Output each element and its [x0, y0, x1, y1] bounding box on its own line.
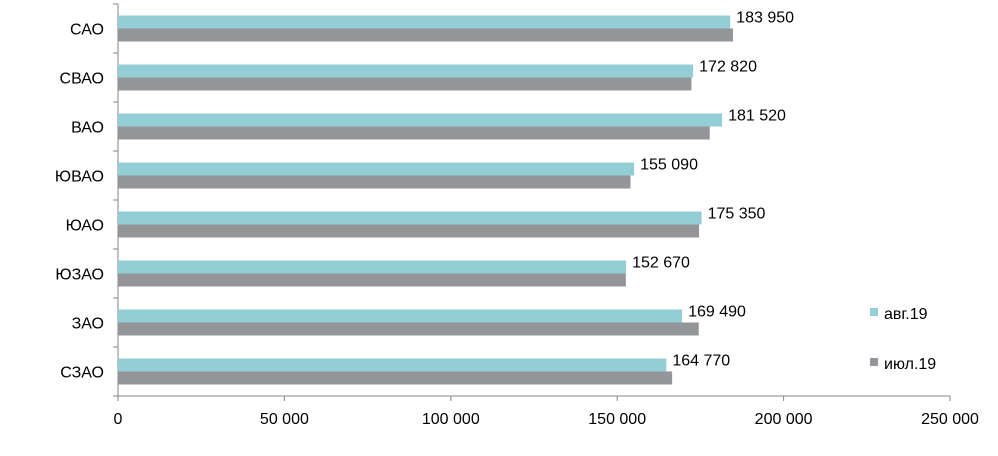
- data-label: 181 520: [728, 108, 786, 125]
- legend: авг.19 июл.19: [870, 306, 936, 373]
- x-tick-label: 100 000: [422, 411, 480, 428]
- bar-jul19: [118, 273, 626, 287]
- legend-label: июл.19: [884, 356, 936, 373]
- data-label: 152 670: [632, 255, 690, 272]
- bar-aug19: [118, 162, 635, 176]
- category-label: САО: [70, 22, 104, 39]
- category-label: ВАО: [71, 120, 104, 137]
- data-label: 155 090: [640, 157, 698, 174]
- x-tick-label: 200 000: [755, 411, 813, 428]
- bar-jul19: [118, 175, 631, 189]
- bar-jul19: [118, 224, 700, 238]
- bar-aug19: [118, 358, 667, 372]
- category-label: ЮЗАО: [55, 267, 104, 284]
- bar-aug19: [118, 64, 694, 78]
- bar-jul19: [118, 77, 692, 91]
- category-label: ЮВАО: [55, 169, 104, 186]
- data-label: 183 950: [736, 10, 794, 27]
- x-tick-label: 250 000: [921, 411, 979, 428]
- x-tick-label: 150 000: [588, 411, 646, 428]
- bar-aug19: [118, 113, 723, 127]
- axes: [113, 3, 951, 401]
- bar-aug19: [118, 309, 683, 323]
- category-label: ЗАО: [72, 316, 104, 333]
- labels: 0 50 000 100 000 150 000 200 000 250 000 САО 18…: [55, 10, 979, 429]
- x-tick-label: 0: [114, 411, 123, 428]
- x-tick-label: 50 000: [260, 411, 309, 428]
- data-label: 164 770: [672, 353, 730, 370]
- bars: [118, 15, 734, 385]
- data-label: 172 820: [699, 59, 757, 76]
- category-label: СЗАО: [60, 365, 104, 382]
- bar-jul19: [118, 28, 734, 42]
- legend-swatch: [870, 308, 878, 316]
- data-label: 175 350: [708, 206, 766, 223]
- category-label: СВАО: [60, 71, 104, 88]
- legend-swatch: [870, 358, 878, 366]
- bar-aug19: [118, 15, 731, 29]
- category-label: ЮАО: [66, 218, 104, 235]
- bar-jul19: [118, 126, 710, 140]
- data-label: 169 490: [688, 304, 746, 321]
- legend-label: авг.19: [884, 306, 928, 323]
- bar-aug19: [118, 260, 627, 274]
- bar-jul19: [118, 371, 673, 385]
- bar-jul19: [118, 322, 699, 336]
- bar-aug19: [118, 211, 702, 225]
